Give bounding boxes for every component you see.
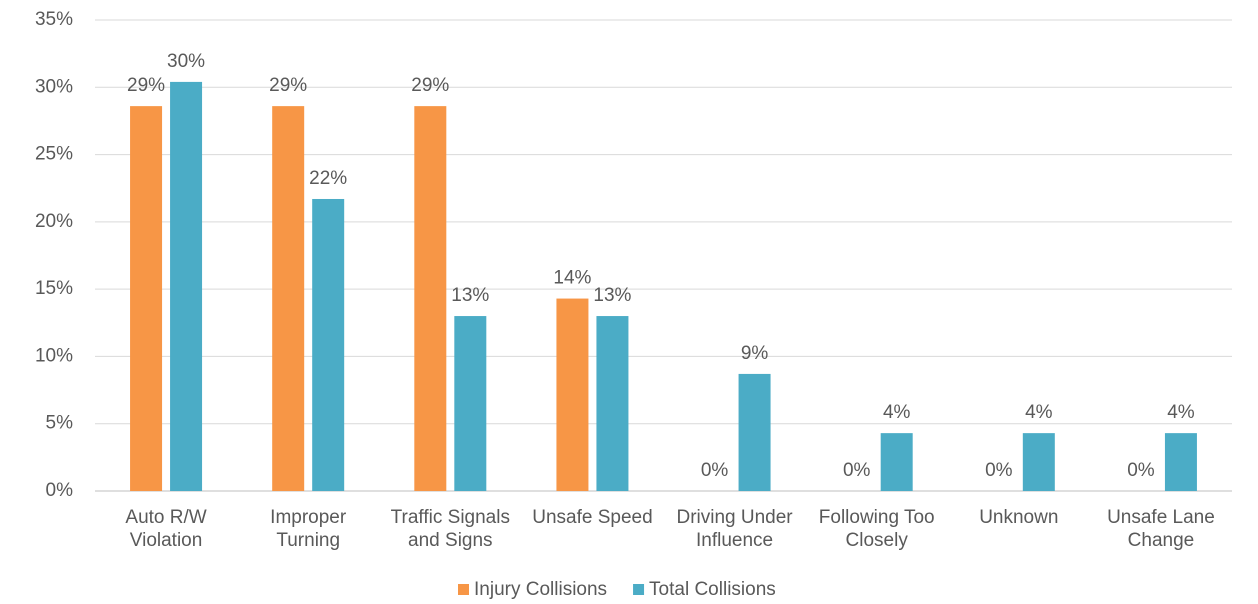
y-tick-label: 15% (35, 278, 73, 299)
legend-label: Total Collisions (649, 579, 776, 600)
data-label: 0% (843, 460, 871, 481)
y-tick-label: 35% (35, 9, 73, 30)
bar (414, 106, 447, 491)
x-tick-label: Unsafe Speed (532, 507, 653, 528)
y-tick-label: 20% (35, 211, 73, 232)
data-label: 0% (1127, 460, 1155, 481)
bar (170, 81, 203, 491)
bar (1164, 433, 1197, 491)
legend-swatch (458, 584, 469, 595)
data-label: 22% (309, 168, 347, 189)
x-tick-label: Auto R/W Violation (125, 507, 207, 551)
data-label: 9% (741, 343, 769, 364)
bar (596, 316, 629, 491)
data-label: 4% (1025, 402, 1053, 423)
data-label: 29% (411, 75, 449, 96)
data-label: 4% (883, 402, 911, 423)
data-label: 30% (167, 51, 205, 72)
data-label: 0% (985, 460, 1013, 481)
data-label: 13% (451, 285, 489, 306)
x-tick-label: Unsafe Lane Change (1107, 507, 1215, 551)
data-label: 29% (127, 75, 165, 96)
bar (880, 433, 913, 491)
bar (1022, 433, 1055, 491)
bar (454, 316, 487, 491)
bar (556, 298, 589, 491)
legend-label: Injury Collisions (474, 579, 607, 600)
x-tick-label: Following Too Closely (818, 507, 935, 551)
bar (272, 106, 305, 491)
legend-swatch (633, 584, 645, 595)
x-tick-label: Unknown (979, 507, 1059, 528)
y-tick-label: 10% (35, 345, 73, 366)
data-label: 0% (701, 460, 729, 481)
y-tick-label: 0% (46, 480, 74, 501)
y-tick-label: 30% (35, 76, 73, 97)
bar (130, 106, 163, 491)
x-tick-label: Traffic Signals and Signs (390, 507, 510, 551)
x-tick-label: Driving Under Influence (676, 507, 793, 551)
y-tick-label: 5% (46, 413, 74, 434)
data-label: 29% (269, 75, 307, 96)
x-tick-label: Improper Turning (270, 507, 347, 551)
data-label: 13% (593, 285, 631, 306)
data-label: 14% (553, 268, 591, 289)
bar (738, 373, 771, 491)
data-label: 4% (1167, 402, 1195, 423)
bar (312, 198, 345, 492)
y-tick-label: 25% (35, 144, 73, 165)
